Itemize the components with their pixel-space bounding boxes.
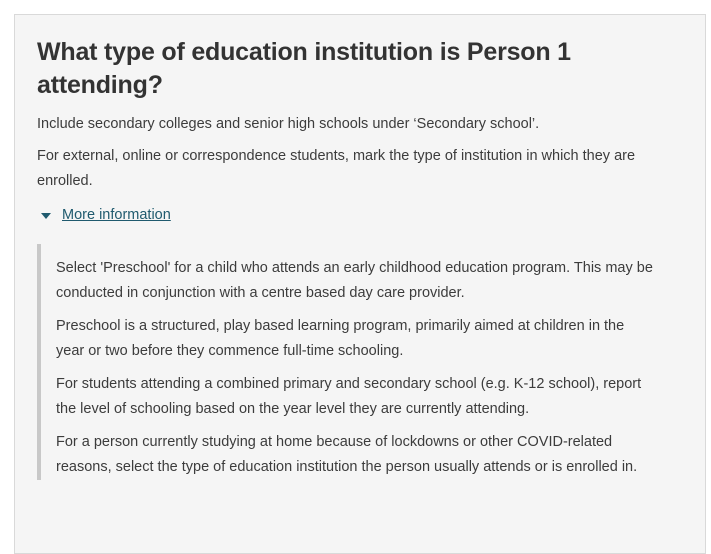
triangle-down-icon — [41, 212, 51, 219]
info-paragraph: Preschool is a structured, play based le… — [56, 318, 625, 359]
info-paragraph: For students attending a combined primar… — [56, 376, 642, 417]
instruction-text: For external, online or correspondence s… — [37, 148, 636, 189]
question-instructions: Include secondary colleges and senior hi… — [37, 112, 683, 194]
instruction-text: Include secondary colleges and senior hi… — [37, 116, 540, 132]
info-paragraph: Select 'Preschool' for a child who atten… — [56, 260, 653, 301]
more-information-link[interactable]: More information — [62, 207, 171, 223]
more-information-toggle[interactable]: More information — [41, 203, 683, 228]
more-information-panel: Select 'Preschool' for a child who atten… — [37, 244, 683, 480]
question-card: What type of education institution is Pe… — [14, 14, 706, 554]
info-paragraph: For a person currently studying at home … — [56, 434, 638, 475]
page-title: What type of education institution is Pe… — [37, 38, 571, 99]
